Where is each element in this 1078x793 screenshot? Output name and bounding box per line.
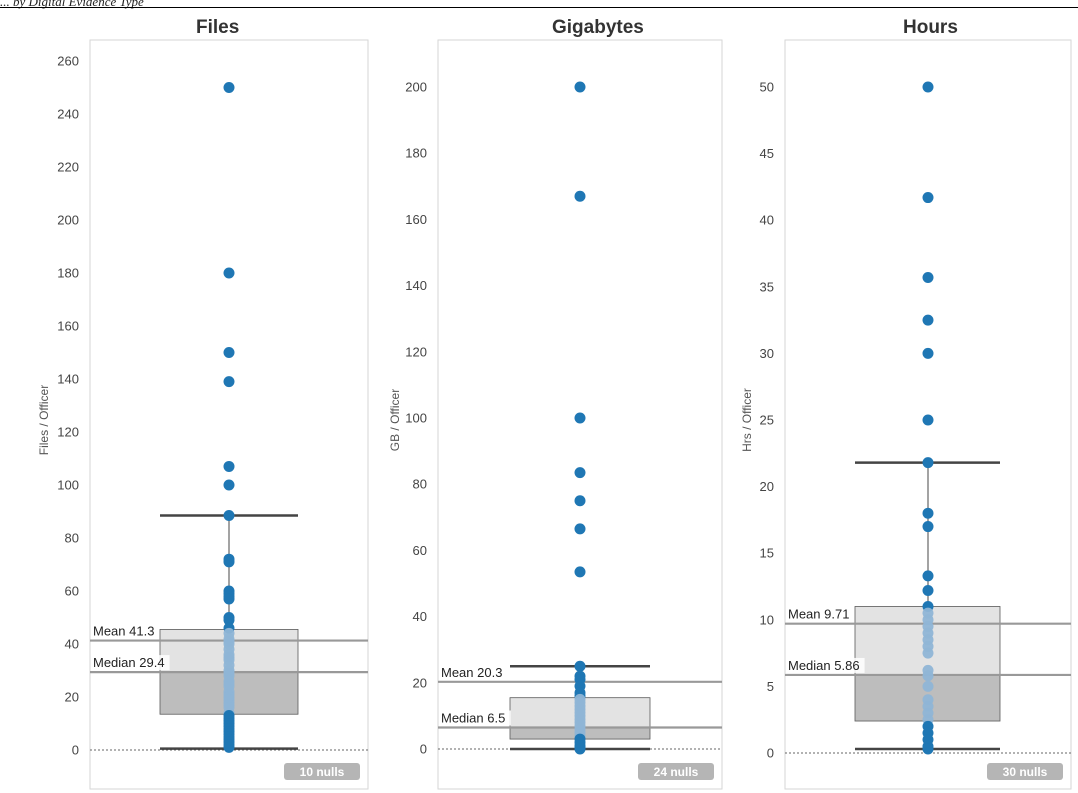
panel-1-data-point <box>223 376 235 388</box>
panel-3-ref-label-bg-1 <box>786 606 852 622</box>
panel-1-tick-label: 120 <box>57 425 79 440</box>
panel-1-tick-label: 140 <box>57 372 79 387</box>
panel-2-tick-label: 60 <box>413 543 427 558</box>
panel-1-data-point <box>223 347 235 358</box>
panel-3-tick-label: 15 <box>760 546 774 561</box>
panel-1-data-point <box>223 593 235 605</box>
panel-3-ref-label-bg-2 <box>786 657 865 673</box>
panel-2-data-point <box>574 566 586 578</box>
panel-2-tick-label: 200 <box>405 80 427 95</box>
panel-2-data-point <box>574 412 586 424</box>
panel-1-tick-label: 60 <box>65 584 79 599</box>
panel-1-ref-label-2: Median 29.4 <box>93 655 165 670</box>
panel-3-tick-label: 5 <box>767 679 774 694</box>
panel-3-title: Hours <box>903 17 958 38</box>
panel-1-nulls-badge <box>284 763 360 780</box>
panel-2-data-point <box>574 523 586 535</box>
panel-3-y-axis-label: Hrs / Officer <box>740 388 754 452</box>
panel-1-y-axis-label: Files / Officer <box>37 385 51 455</box>
panel-3-data-point <box>922 647 934 659</box>
panel-3-data-point <box>922 271 934 283</box>
panel-1-tick-label: 160 <box>57 319 79 334</box>
panel-3-data-point <box>922 584 934 596</box>
panel-1-tick-label: 180 <box>57 266 79 281</box>
panel-3-tick-label: 0 <box>767 746 774 761</box>
panel-2-data-point <box>574 81 586 93</box>
panel-2-data-point <box>574 743 586 755</box>
panel-2-tick-label: 80 <box>413 477 427 492</box>
panel-3-data-point <box>922 521 934 533</box>
running-header: ... by Digital Evidence Type <box>0 0 144 9</box>
panel-2-tick-label: 40 <box>413 609 427 624</box>
panel-2-data-point <box>574 495 586 507</box>
panel-1-ref-label-bg-2 <box>91 655 170 671</box>
panel-3-nulls-label: 30 nulls <box>1003 765 1048 779</box>
panel-1-nulls-label: 10 nulls <box>300 765 345 779</box>
panel-3-tick-label: 10 <box>760 612 774 627</box>
panel-2-data-point <box>574 190 586 202</box>
panel-3-tick-label: 20 <box>760 479 774 494</box>
panel-1-tick-label: 40 <box>65 637 79 652</box>
panel-2-tick-label: 180 <box>405 146 427 161</box>
panel-2-tick-label: 20 <box>413 675 427 690</box>
panel-2-tick-label: 120 <box>405 344 427 359</box>
panel-1-tick-label: 0 <box>72 743 79 758</box>
panel-3-nulls-badge <box>987 763 1063 780</box>
panel-2-tick-label: 140 <box>405 278 427 293</box>
panel-3-tick-label: 40 <box>760 213 774 228</box>
panel-1-data-point <box>223 479 235 491</box>
panel-1-data-point <box>223 509 235 521</box>
panel-2-nulls-label: 24 nulls <box>654 765 699 779</box>
panel-3-data-point <box>922 81 934 93</box>
panel-3-data-point <box>922 192 934 204</box>
panel-1-ref-label-1: Mean 41.3 <box>93 624 154 639</box>
panel-1-tick-label: 220 <box>57 160 79 175</box>
panel-3-data-point <box>922 457 934 469</box>
panel-3-data-point <box>922 414 934 426</box>
header-rule <box>0 7 1078 8</box>
panel-2-tick-label: 0 <box>420 742 427 757</box>
panel-3-data-point <box>922 507 934 519</box>
panel-1-tick-label: 240 <box>57 107 79 122</box>
panel-2-ref-label-bg-1 <box>439 664 505 680</box>
panel-1-data-point <box>223 741 235 753</box>
panel-2-title: Gigabytes <box>552 17 644 38</box>
panel-1-tick-label: 100 <box>57 478 79 493</box>
panel-2-ref-label-bg-2 <box>439 710 511 726</box>
panel-1-data-point <box>223 460 235 472</box>
panel-1-tick-label: 80 <box>65 531 79 546</box>
panel-1-ref-label-bg-1 <box>91 623 157 639</box>
panel-3-ref-label-1: Mean 9.71 <box>788 607 849 622</box>
panel-1-tick-label: 260 <box>57 54 79 69</box>
panel-1-title: Files <box>196 17 239 38</box>
panel-2-data-point <box>574 660 586 672</box>
panel-1-data-point <box>223 556 235 568</box>
panel-1-data-point <box>223 82 235 93</box>
panel-3-data-point <box>922 314 934 326</box>
panel-2-ref-label-2: Median 6.5 <box>441 710 505 725</box>
panel-3-tick-label: 45 <box>760 146 774 161</box>
panel-2-y-axis-label: GB / Officer <box>388 389 402 451</box>
panel-3-tick-label: 30 <box>760 346 774 361</box>
panel-3-data-point <box>922 743 934 755</box>
panel-3-data-point <box>922 680 934 692</box>
panel-1-data-point <box>223 614 235 626</box>
panel-3-tick-label: 35 <box>760 279 774 294</box>
panel-3-tick-label: 50 <box>760 80 774 95</box>
panel-2-tick-label: 160 <box>405 212 427 227</box>
panel-1-tick-label: 200 <box>57 213 79 228</box>
panel-2-data-point <box>574 467 586 479</box>
panel-2-tick-label: 100 <box>405 411 427 426</box>
panel-3-data-point <box>922 347 934 359</box>
panel-3-ref-label-2: Median 5.86 <box>788 658 860 673</box>
panel-3-data-point <box>922 570 934 582</box>
panel-2-nulls-badge <box>638 763 714 780</box>
panel-3-tick-label: 25 <box>760 413 774 428</box>
panel-3-data-point <box>922 670 934 682</box>
panel-1-tick-label: 20 <box>65 690 79 705</box>
panel-1-data-point <box>223 267 235 279</box>
panel-2-ref-label-1: Mean 20.3 <box>441 665 502 680</box>
